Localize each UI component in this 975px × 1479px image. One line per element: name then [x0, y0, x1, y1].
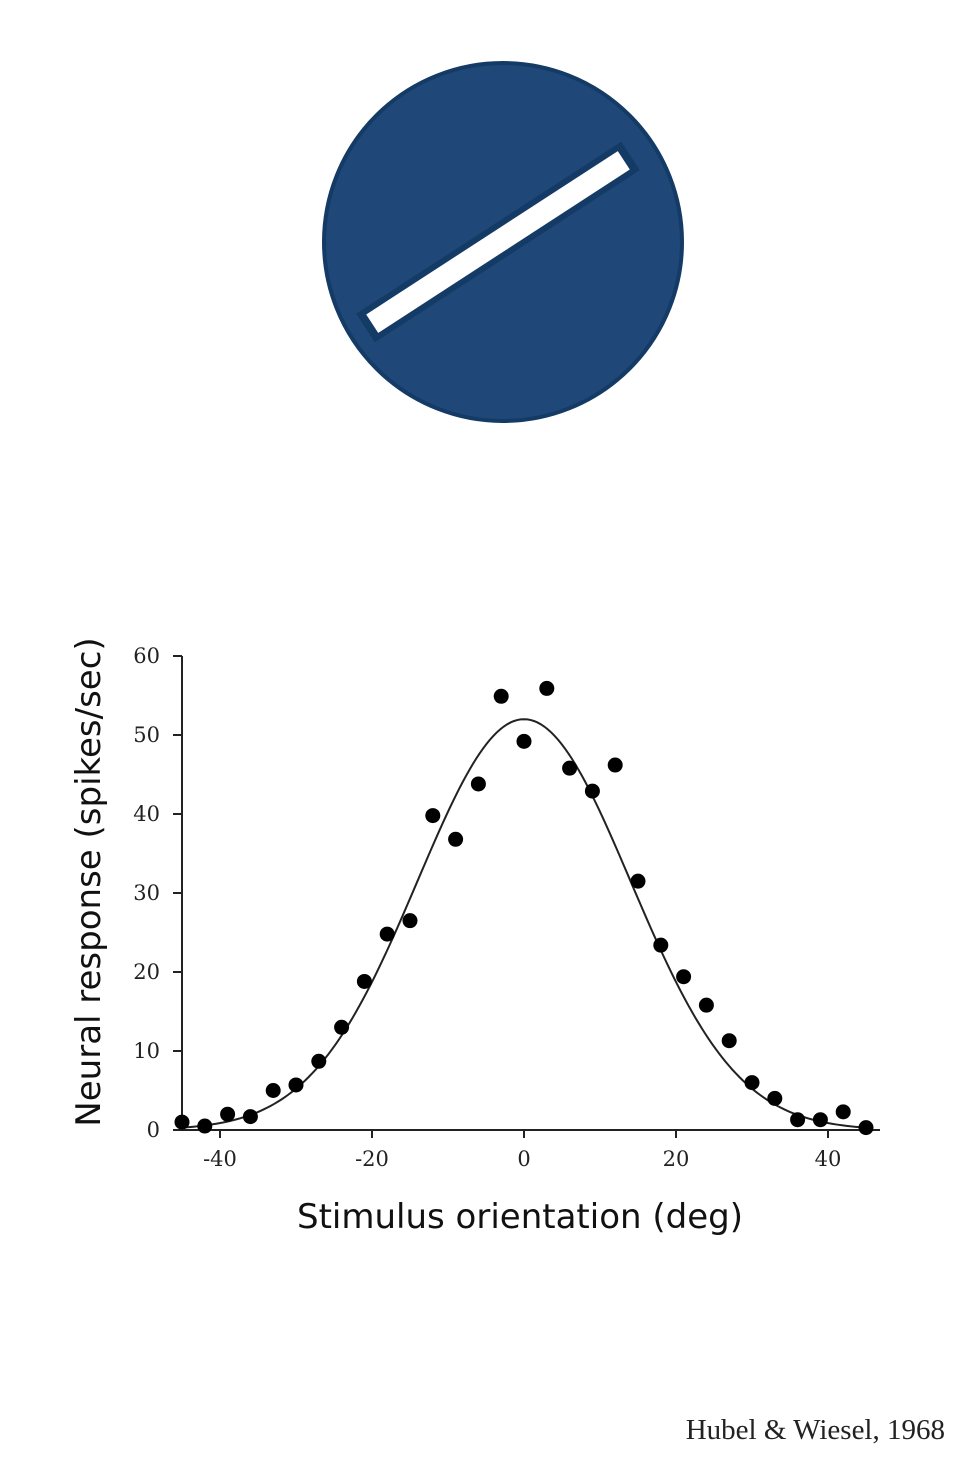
y-tick-label: 30	[133, 881, 160, 905]
data-point	[812, 1112, 828, 1128]
y-axis-ticks: 0 10 20 30 40 50 60	[133, 644, 182, 1142]
data-point	[835, 1104, 851, 1120]
y-tick-label: 60	[133, 644, 160, 668]
data-point	[516, 733, 532, 749]
data-point	[539, 680, 555, 696]
x-tick-label: 0	[517, 1147, 530, 1171]
orientation-tuning-chart: -40 -20 0 20 40 0 10 20 30 40 50 60 Stimulus orien…	[69, 637, 880, 1237]
y-tick-label: 10	[133, 1039, 160, 1063]
y-tick-label: 20	[133, 960, 160, 984]
y-axis-title: Neural response (spikes/sec)	[69, 637, 109, 1126]
x-tick-label: -20	[355, 1147, 389, 1171]
data-point	[242, 1109, 258, 1125]
data-point	[174, 1114, 190, 1130]
data-point	[767, 1090, 783, 1106]
data-points	[174, 680, 874, 1136]
data-point	[676, 969, 692, 985]
data-point	[470, 776, 486, 792]
data-point	[744, 1075, 760, 1091]
data-point	[584, 783, 600, 799]
citation: Hubel & Wiesel, 1968	[685, 1414, 945, 1446]
data-point	[630, 873, 646, 889]
y-tick-label: 50	[133, 723, 160, 747]
data-point	[493, 688, 509, 704]
data-point	[197, 1118, 213, 1134]
x-tick-label: 20	[663, 1147, 690, 1171]
data-point	[311, 1053, 327, 1069]
x-tick-label: -40	[203, 1147, 237, 1171]
data-point	[562, 760, 578, 776]
data-point	[402, 913, 418, 929]
data-point	[448, 831, 464, 847]
data-point	[858, 1120, 874, 1136]
data-point	[288, 1077, 304, 1093]
data-point	[790, 1112, 806, 1128]
data-point	[379, 926, 395, 942]
data-point	[356, 973, 372, 989]
data-point	[334, 1019, 350, 1035]
data-point	[607, 757, 623, 773]
data-point	[721, 1033, 737, 1049]
data-point	[220, 1106, 236, 1122]
y-tick-label: 40	[133, 802, 160, 826]
oriented-bar-stimulus	[356, 141, 640, 343]
chart-axes	[174, 656, 880, 1131]
data-point	[425, 808, 441, 824]
x-axis-title: Stimulus orientation (deg)	[297, 1197, 743, 1237]
y-tick-label: 0	[147, 1118, 160, 1142]
x-tick-label: 40	[815, 1147, 842, 1171]
data-point	[698, 997, 714, 1013]
data-point	[265, 1083, 281, 1098]
stimulus-illustration	[322, 61, 684, 423]
oriented-bar	[366, 151, 630, 333]
data-point	[653, 937, 669, 953]
gaussian-fit-curve	[181, 718, 867, 1129]
x-axis-ticks: -40 -20 0 20 40	[203, 1130, 841, 1171]
